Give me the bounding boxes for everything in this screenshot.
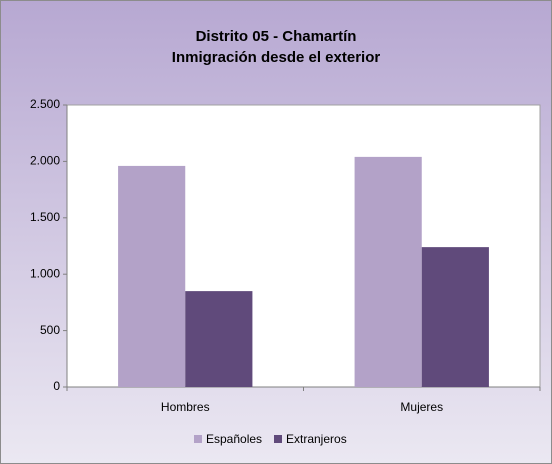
bar: [421, 247, 489, 387]
legend-swatch: [194, 435, 202, 443]
x-tick-label: Mujeres: [400, 400, 443, 414]
chart-title: Distrito 05 - Chamartín: [196, 28, 357, 45]
y-tick-label: 500: [40, 323, 60, 337]
x-tick-label: Hombres: [161, 400, 210, 414]
legend-swatch: [274, 435, 282, 443]
bar: [185, 291, 253, 387]
bar: [118, 165, 186, 387]
legend-label: Españoles: [206, 432, 262, 446]
bar: [354, 156, 422, 387]
y-tick-label: 1.500: [30, 210, 60, 224]
chart-subtitle: Inmigración desde el exterior: [172, 49, 381, 66]
y-tick-label: 1.000: [30, 266, 60, 280]
legend-label: Extranjeros: [286, 432, 347, 446]
y-tick-label: 2.000: [30, 154, 60, 168]
y-tick-label: 0: [53, 379, 60, 393]
y-tick-label: 2.500: [30, 97, 60, 111]
